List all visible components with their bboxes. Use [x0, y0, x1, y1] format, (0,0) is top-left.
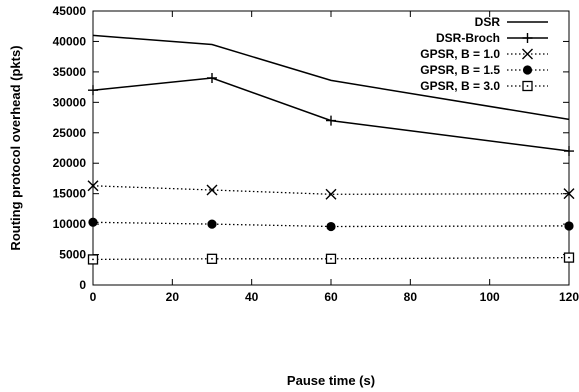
y-tick-label: 20000 — [53, 156, 87, 170]
legend-entry: GPSR, B = 1.0 — [420, 47, 548, 61]
series-layer — [87, 34, 575, 265]
data-point-cross — [87, 180, 99, 192]
legend-entry: GPSR, B = 3.0 — [420, 79, 548, 93]
data-point-square-center — [211, 257, 213, 260]
data-point-plus — [522, 33, 533, 43]
x-tick-label: 20 — [166, 290, 180, 304]
legend-label: DSR-Broch — [436, 31, 500, 45]
data-point-square-center — [92, 258, 94, 261]
data-point-plus — [207, 72, 217, 83]
legend: DSR DSR-Broch GPSR, B = 1.0 GPSR, B = 1.5 GP… — [420, 15, 548, 93]
series-3 — [88, 217, 574, 232]
data-point-cross — [522, 48, 533, 60]
legend-entry: GPSR, B = 1.5 — [420, 63, 548, 77]
legend-entry: DSR — [475, 15, 548, 29]
data-point-square-center — [330, 257, 332, 260]
y-tick-label: 40000 — [53, 34, 87, 48]
data-point-square-center — [568, 256, 570, 259]
x-tick-label: 120 — [559, 290, 579, 304]
x-tick-label: 80 — [404, 290, 418, 304]
series-line — [92, 256, 570, 261]
y-tick-label: 25000 — [53, 126, 87, 140]
y-tick-label: 30000 — [53, 95, 87, 109]
series-2 — [87, 180, 575, 200]
y-axis-title: Routing protocol overhead (pkts) — [8, 45, 23, 250]
series-0 — [92, 34, 570, 121]
data-point-circle — [564, 221, 574, 231]
x-tick-label: 60 — [324, 290, 338, 304]
data-point-circle — [88, 217, 98, 227]
data-point-circle — [522, 65, 533, 75]
x-axis-title: Pause time (s) — [287, 373, 375, 388]
series-1 — [88, 72, 574, 157]
series-line — [92, 185, 570, 195]
series-line — [92, 77, 570, 152]
legend-label: GPSR, B = 3.0 — [420, 79, 500, 93]
data-point-cross — [563, 188, 575, 200]
data-point-cross — [206, 184, 218, 196]
y-tick-label: 35000 — [53, 65, 87, 79]
data-point-circle — [207, 219, 217, 229]
legend-label: DSR — [475, 15, 501, 29]
data-point-circle — [326, 221, 336, 232]
series-line — [92, 221, 570, 228]
data-point-plus — [326, 115, 336, 126]
data-point-square-center — [526, 85, 529, 87]
data-point-cross — [325, 188, 337, 200]
y-tick-label: 15000 — [53, 187, 87, 201]
legend-entry: DSR-Broch — [436, 31, 548, 45]
y-tick-label: 10000 — [53, 217, 87, 231]
y-tick-label: 45000 — [53, 4, 87, 18]
y-tick-label: 0 — [79, 278, 86, 292]
data-point-plus — [88, 85, 98, 96]
legend-label: GPSR, B = 1.0 — [420, 47, 500, 61]
legend-label: GPSR, B = 1.5 — [420, 63, 500, 77]
data-point-plus — [564, 146, 574, 157]
x-tick-label: 0 — [90, 290, 97, 304]
series-line — [92, 34, 570, 121]
series-4 — [87, 252, 575, 265]
x-tick-label: 40 — [245, 290, 259, 304]
y-tick-label: 5000 — [59, 248, 86, 262]
x-tick-label: 100 — [480, 290, 500, 304]
axis-ticks: 0 20 40 60 80 100 120 0 5000 10000 15000 20000 25000… — [53, 4, 579, 304]
